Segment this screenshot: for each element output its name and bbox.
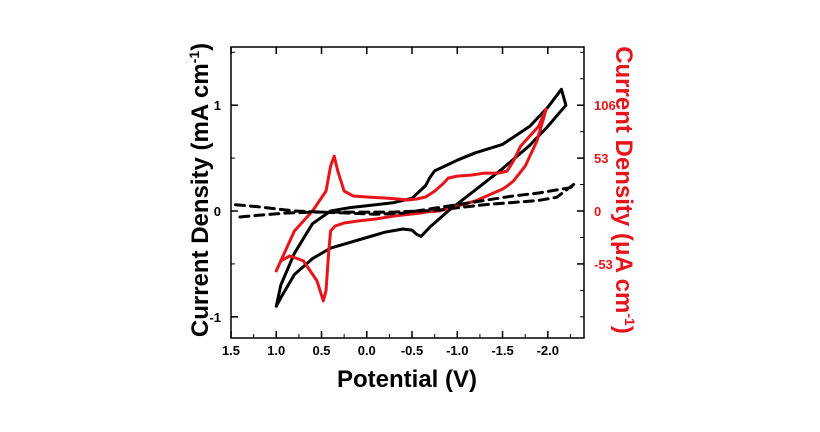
series-2-line bbox=[274, 107, 548, 303]
x-tick-label: -1.5 bbox=[491, 343, 513, 358]
right-y-tick-label: 0 bbox=[594, 204, 601, 219]
tick-layer: 1.5 1.0 0.5 0.0 -0.5 -1.0 -1.5 -2.0 -1 0 1 -53 0 53 10… bbox=[209, 47, 616, 358]
right-y-tick-label: -53 bbox=[594, 257, 613, 272]
x-tick-label: -1.0 bbox=[446, 343, 468, 358]
x-tick-label: 1.5 bbox=[222, 343, 240, 358]
right-y-tick-label: 106 bbox=[594, 98, 616, 113]
left-y-tick-label: 0 bbox=[214, 204, 221, 219]
x-tick-label: 0.5 bbox=[312, 343, 330, 358]
right-y-tick-label: 53 bbox=[594, 151, 608, 166]
left-axis-title: Current Density (mA cm-1) bbox=[186, 43, 214, 337]
x-tick-label: -0.5 bbox=[401, 343, 423, 358]
plot-frame bbox=[230, 46, 585, 339]
series-3-line bbox=[234, 182, 577, 219]
x-tick-label: 1.0 bbox=[267, 343, 285, 358]
series-1-line bbox=[274, 87, 568, 308]
series-layer bbox=[234, 87, 577, 308]
left-y-tick-label: -1 bbox=[209, 310, 221, 325]
x-tick-label: -2.0 bbox=[537, 343, 559, 358]
x-tick-label: 0.0 bbox=[358, 343, 376, 358]
left-y-tick-label: 1 bbox=[214, 98, 221, 113]
x-axis-title: Potential (V) bbox=[337, 366, 477, 393]
right-axis-title: Current Density (μA cm-1) bbox=[610, 46, 638, 334]
